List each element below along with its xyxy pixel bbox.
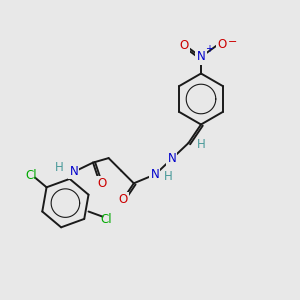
Text: N: N [196, 50, 206, 64]
Text: Cl: Cl [26, 169, 37, 182]
Text: N: N [167, 152, 176, 165]
Text: +: + [205, 44, 213, 54]
Text: O: O [118, 193, 127, 206]
Text: H: H [164, 170, 172, 183]
Text: Cl: Cl [100, 212, 112, 226]
Text: O: O [218, 38, 226, 52]
Text: H: H [196, 138, 206, 151]
Text: N: N [150, 168, 159, 181]
Text: −: − [227, 37, 237, 47]
Text: O: O [179, 39, 188, 52]
Text: H: H [55, 160, 64, 174]
Text: O: O [98, 177, 106, 190]
Text: N: N [69, 165, 78, 178]
